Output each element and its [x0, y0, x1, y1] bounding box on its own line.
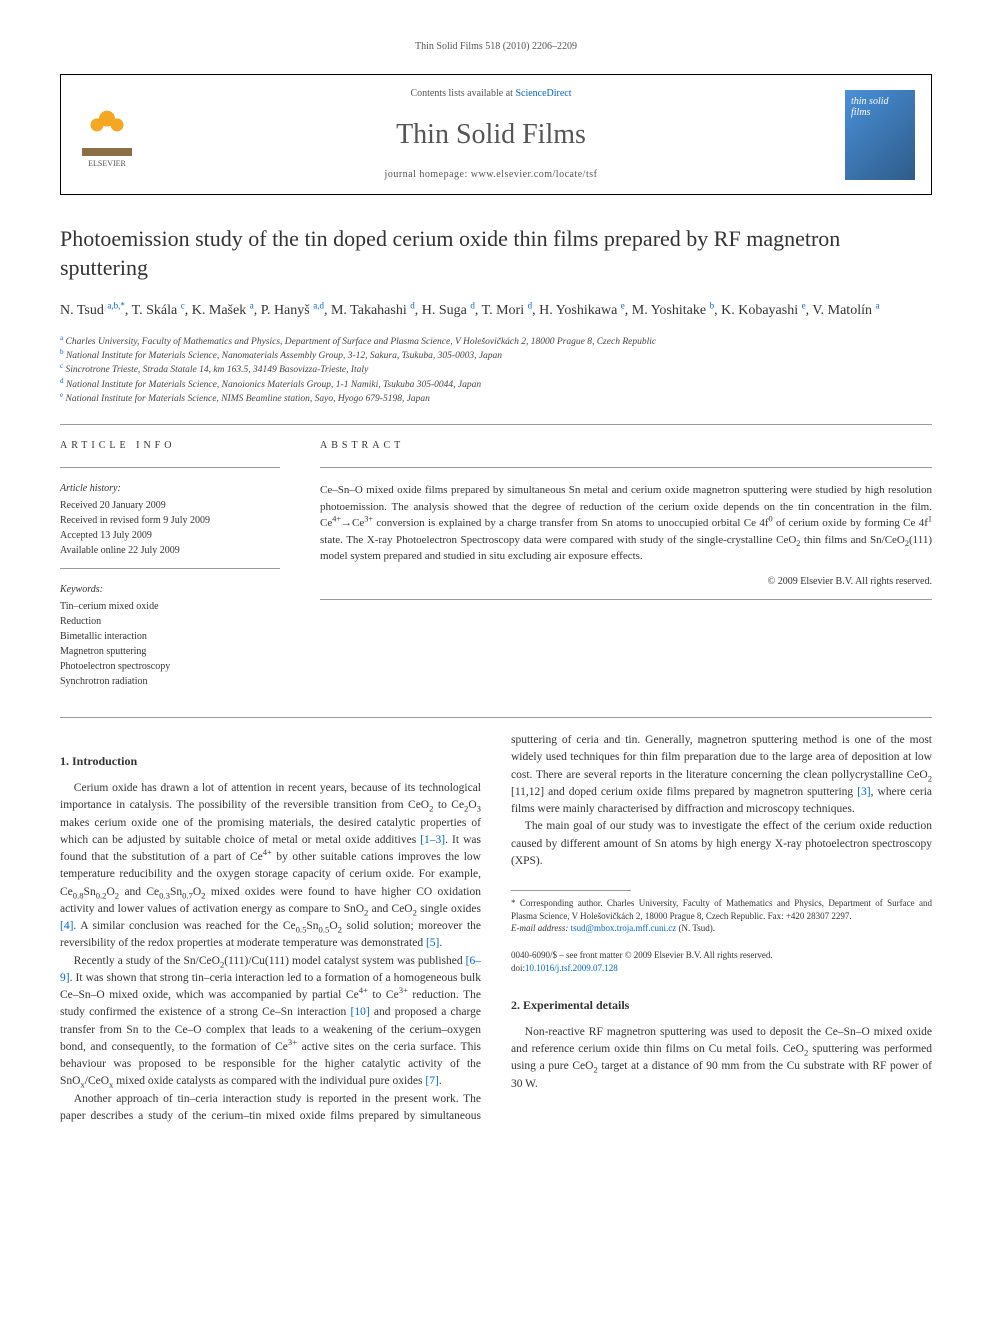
- sciencedirect-link[interactable]: ScienceDirect: [515, 88, 571, 99]
- journal-cover-thumb: thin solid films: [845, 90, 915, 180]
- keyword-line: Magnetron sputtering: [60, 644, 280, 659]
- journal-name: Thin Solid Films: [153, 115, 829, 154]
- running-head: Thin Solid Films 518 (2010) 2206–2209: [60, 40, 932, 54]
- affiliation-list: a Charles University, Faculty of Mathema…: [60, 335, 932, 406]
- section-heading-intro: 1. Introduction: [60, 752, 481, 770]
- corresponding-author-footnote: * Corresponding author. Charles Universi…: [511, 897, 932, 922]
- divider: [320, 599, 932, 600]
- journal-homepage: journal homepage: www.elsevier.com/locat…: [153, 168, 829, 182]
- journal-header: ELSEVIER Contents lists available at Sci…: [60, 74, 932, 195]
- doi-link[interactable]: 10.1016/j.tsf.2009.07.128: [525, 963, 618, 973]
- divider: [60, 424, 932, 425]
- divider: [60, 467, 280, 468]
- divider: [60, 568, 280, 569]
- keyword-line: Reduction: [60, 614, 280, 629]
- contents-prefix: Contents lists available at: [410, 88, 515, 99]
- keyword-line: Synchrotron radiation: [60, 674, 280, 689]
- email-link[interactable]: tsud@mbox.troja.mff.cuni.cz: [571, 923, 677, 933]
- affiliation-line: d National Institute for Materials Scien…: [60, 378, 932, 392]
- body-paragraph: Cerium oxide has drawn a lot of attentio…: [60, 780, 481, 953]
- issn-line: 0040-6090/$ – see front matter © 2009 El…: [511, 949, 773, 963]
- affiliation-line: c Sincrotrone Trieste, Strada Statale 14…: [60, 363, 932, 377]
- author-list: N. Tsud a,b,*, T. Skála c, K. Mašek a, P…: [60, 300, 932, 322]
- abstract-heading: ABSTRACT: [320, 439, 932, 453]
- body-paragraph: Recently a study of the Sn/CeO2(111)/Cu(…: [60, 953, 481, 1091]
- body-paragraph: The main goal of our study was to invest…: [511, 818, 932, 870]
- affiliation-line: b National Institute for Materials Scien…: [60, 349, 932, 363]
- elsevier-logo: ELSEVIER: [77, 100, 137, 170]
- keyword-line: Bimetallic interaction: [60, 629, 280, 644]
- divider: [320, 467, 932, 468]
- body-paragraph: Non-reactive RF magnetron sputtering was…: [511, 1024, 932, 1093]
- body-columns: 1. Introduction Cerium oxide has drawn a…: [60, 732, 932, 1125]
- divider: [60, 717, 932, 718]
- email-footnote: E-mail address: tsud@mbox.troja.mff.cuni…: [511, 922, 932, 935]
- homepage-url: www.elsevier.com/locate/tsf: [471, 169, 598, 180]
- section-heading-exp: 2. Experimental details: [511, 996, 932, 1014]
- history-line: Available online 22 July 2009: [60, 543, 280, 558]
- history-line: Accepted 13 July 2009: [60, 528, 280, 543]
- article-info-heading: ARTICLE INFO: [60, 439, 280, 453]
- homepage-prefix: journal homepage:: [385, 169, 471, 180]
- elsevier-label: ELSEVIER: [88, 158, 126, 169]
- article-info-block: ARTICLE INFO Article history: Received 2…: [60, 439, 280, 689]
- history-lines: Received 20 January 2009Received in revi…: [60, 498, 280, 558]
- doi-label: doi:: [511, 963, 525, 973]
- contents-list-line: Contents lists available at ScienceDirec…: [153, 87, 829, 101]
- footnote-rule: [511, 890, 631, 891]
- keyword-line: Tin–cerium mixed oxide: [60, 599, 280, 614]
- keywords-lines: Tin–cerium mixed oxideReductionBimetalli…: [60, 599, 280, 689]
- elsevier-tree-icon: [82, 106, 132, 156]
- abstract-block: ABSTRACT Ce–Sn–O mixed oxide films prepa…: [320, 439, 932, 689]
- affiliation-line: e National Institute for Materials Scien…: [60, 392, 932, 406]
- keywords-heading: Keywords:: [60, 583, 280, 597]
- affiliation-line: a Charles University, Faculty of Mathema…: [60, 335, 932, 349]
- abstract-copyright: © 2009 Elsevier B.V. All rights reserved…: [320, 575, 932, 589]
- history-line: Received in revised form 9 July 2009: [60, 513, 280, 528]
- history-heading: Article history:: [60, 482, 280, 496]
- email-label: E-mail address:: [511, 923, 571, 933]
- keyword-line: Photoelectron spectroscopy: [60, 659, 280, 674]
- article-title: Photoemission study of the tin doped cer…: [60, 225, 932, 282]
- history-line: Received 20 January 2009: [60, 498, 280, 513]
- abstract-text: Ce–Sn–O mixed oxide films prepared by si…: [320, 482, 932, 565]
- email-suffix: (N. Tsud).: [676, 923, 715, 933]
